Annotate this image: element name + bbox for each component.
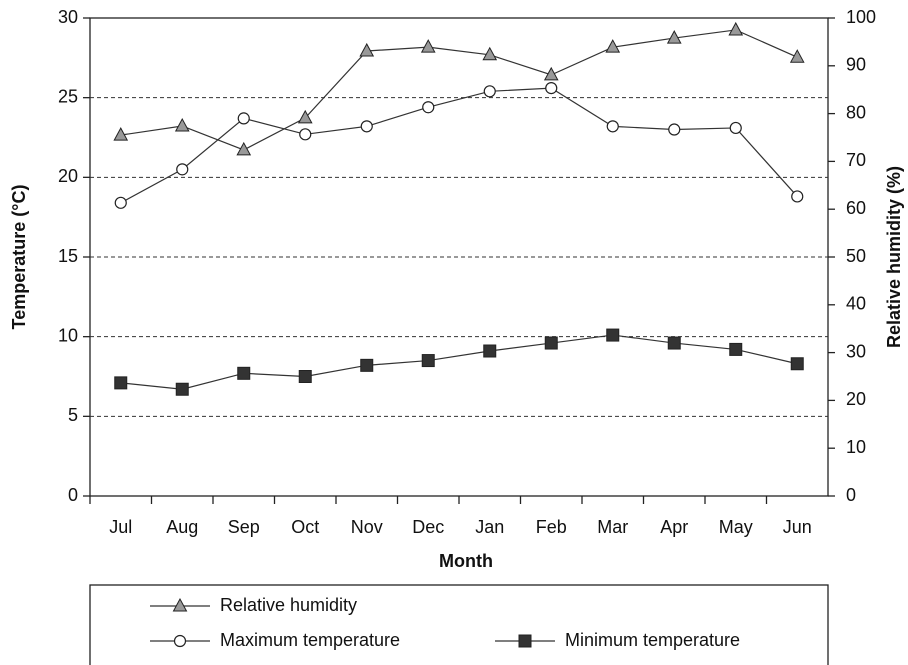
marker (176, 163, 189, 176)
y-tick-label: 20 (58, 166, 78, 186)
marker (297, 109, 313, 124)
marker (543, 66, 559, 81)
marker (667, 336, 681, 350)
legend-box (89, 584, 829, 665)
y-tick-label: 25 (58, 86, 78, 106)
marker (421, 354, 435, 368)
y2-tick-label: 90 (846, 55, 866, 75)
marker (175, 382, 189, 396)
x-tick-label: May (719, 517, 753, 537)
y-tick-label: 0 (68, 485, 78, 505)
marker (422, 101, 435, 114)
marker (483, 344, 497, 358)
x-tick-label: Jan (475, 517, 504, 537)
marker (544, 336, 558, 350)
series-line (120, 334, 798, 390)
legend-marker (518, 634, 532, 648)
y2-tick-label: 20 (846, 389, 866, 409)
x-tick-label: Mar (597, 517, 628, 537)
marker (605, 39, 621, 53)
x-tick-label: Dec (412, 517, 444, 537)
x-axis-label: Month (439, 551, 493, 571)
marker (789, 49, 805, 63)
marker (606, 120, 619, 133)
y2-tick-label: 40 (846, 294, 866, 314)
y-tick-label: 10 (58, 325, 78, 345)
marker (482, 46, 498, 61)
y-tick-label: 5 (68, 405, 78, 425)
marker (668, 123, 681, 136)
x-tick-label: Nov (351, 517, 383, 537)
marker (790, 357, 804, 371)
marker (237, 366, 251, 380)
marker (729, 342, 743, 356)
marker (606, 328, 620, 342)
y2-tick-label: 70 (846, 150, 866, 170)
y2-axis-label: Relative humidity (%) (884, 166, 904, 348)
series-line (120, 29, 798, 151)
y2-tick-label: 10 (846, 437, 866, 457)
y2-tick-label: 60 (846, 198, 866, 218)
marker (728, 21, 744, 36)
marker (114, 376, 128, 390)
y2-tick-label: 50 (846, 246, 866, 266)
y2-tick-label: 30 (846, 341, 866, 361)
legend-label: Relative humidity (220, 595, 357, 615)
marker (114, 196, 127, 209)
marker (791, 190, 804, 203)
x-tick-label: Jul (109, 517, 132, 537)
marker (174, 117, 190, 132)
x-tick-label: Jun (783, 517, 812, 537)
legend-label: Minimum temperature (565, 630, 740, 650)
marker (359, 42, 375, 57)
x-tick-label: Aug (166, 517, 198, 537)
marker (545, 82, 558, 95)
marker (299, 128, 312, 141)
marker (483, 85, 496, 98)
x-tick-label: Apr (660, 517, 688, 537)
y2-tick-label: 0 (846, 485, 856, 505)
plot-frame (89, 17, 829, 497)
y2-tick-label: 80 (846, 102, 866, 122)
legend-label: Maximum temperature (220, 630, 400, 650)
marker (236, 141, 252, 156)
x-tick-label: Sep (228, 517, 260, 537)
marker (729, 121, 742, 135)
y-tick-label: 15 (58, 246, 78, 266)
x-tick-label: Oct (291, 517, 319, 537)
legend-marker (173, 634, 187, 648)
marker (113, 127, 129, 141)
y-axis-label: Temperature (°C) (9, 185, 29, 330)
x-tick-label: Feb (536, 517, 567, 537)
marker (298, 370, 312, 383)
marker (360, 358, 374, 372)
legend-marker (172, 597, 188, 612)
marker (666, 30, 682, 44)
marker (237, 112, 250, 125)
series-line (120, 87, 798, 204)
marker (360, 120, 373, 133)
marker (420, 39, 436, 53)
y-tick-label: 30 (58, 7, 78, 27)
y2-tick-label: 100 (846, 7, 876, 27)
